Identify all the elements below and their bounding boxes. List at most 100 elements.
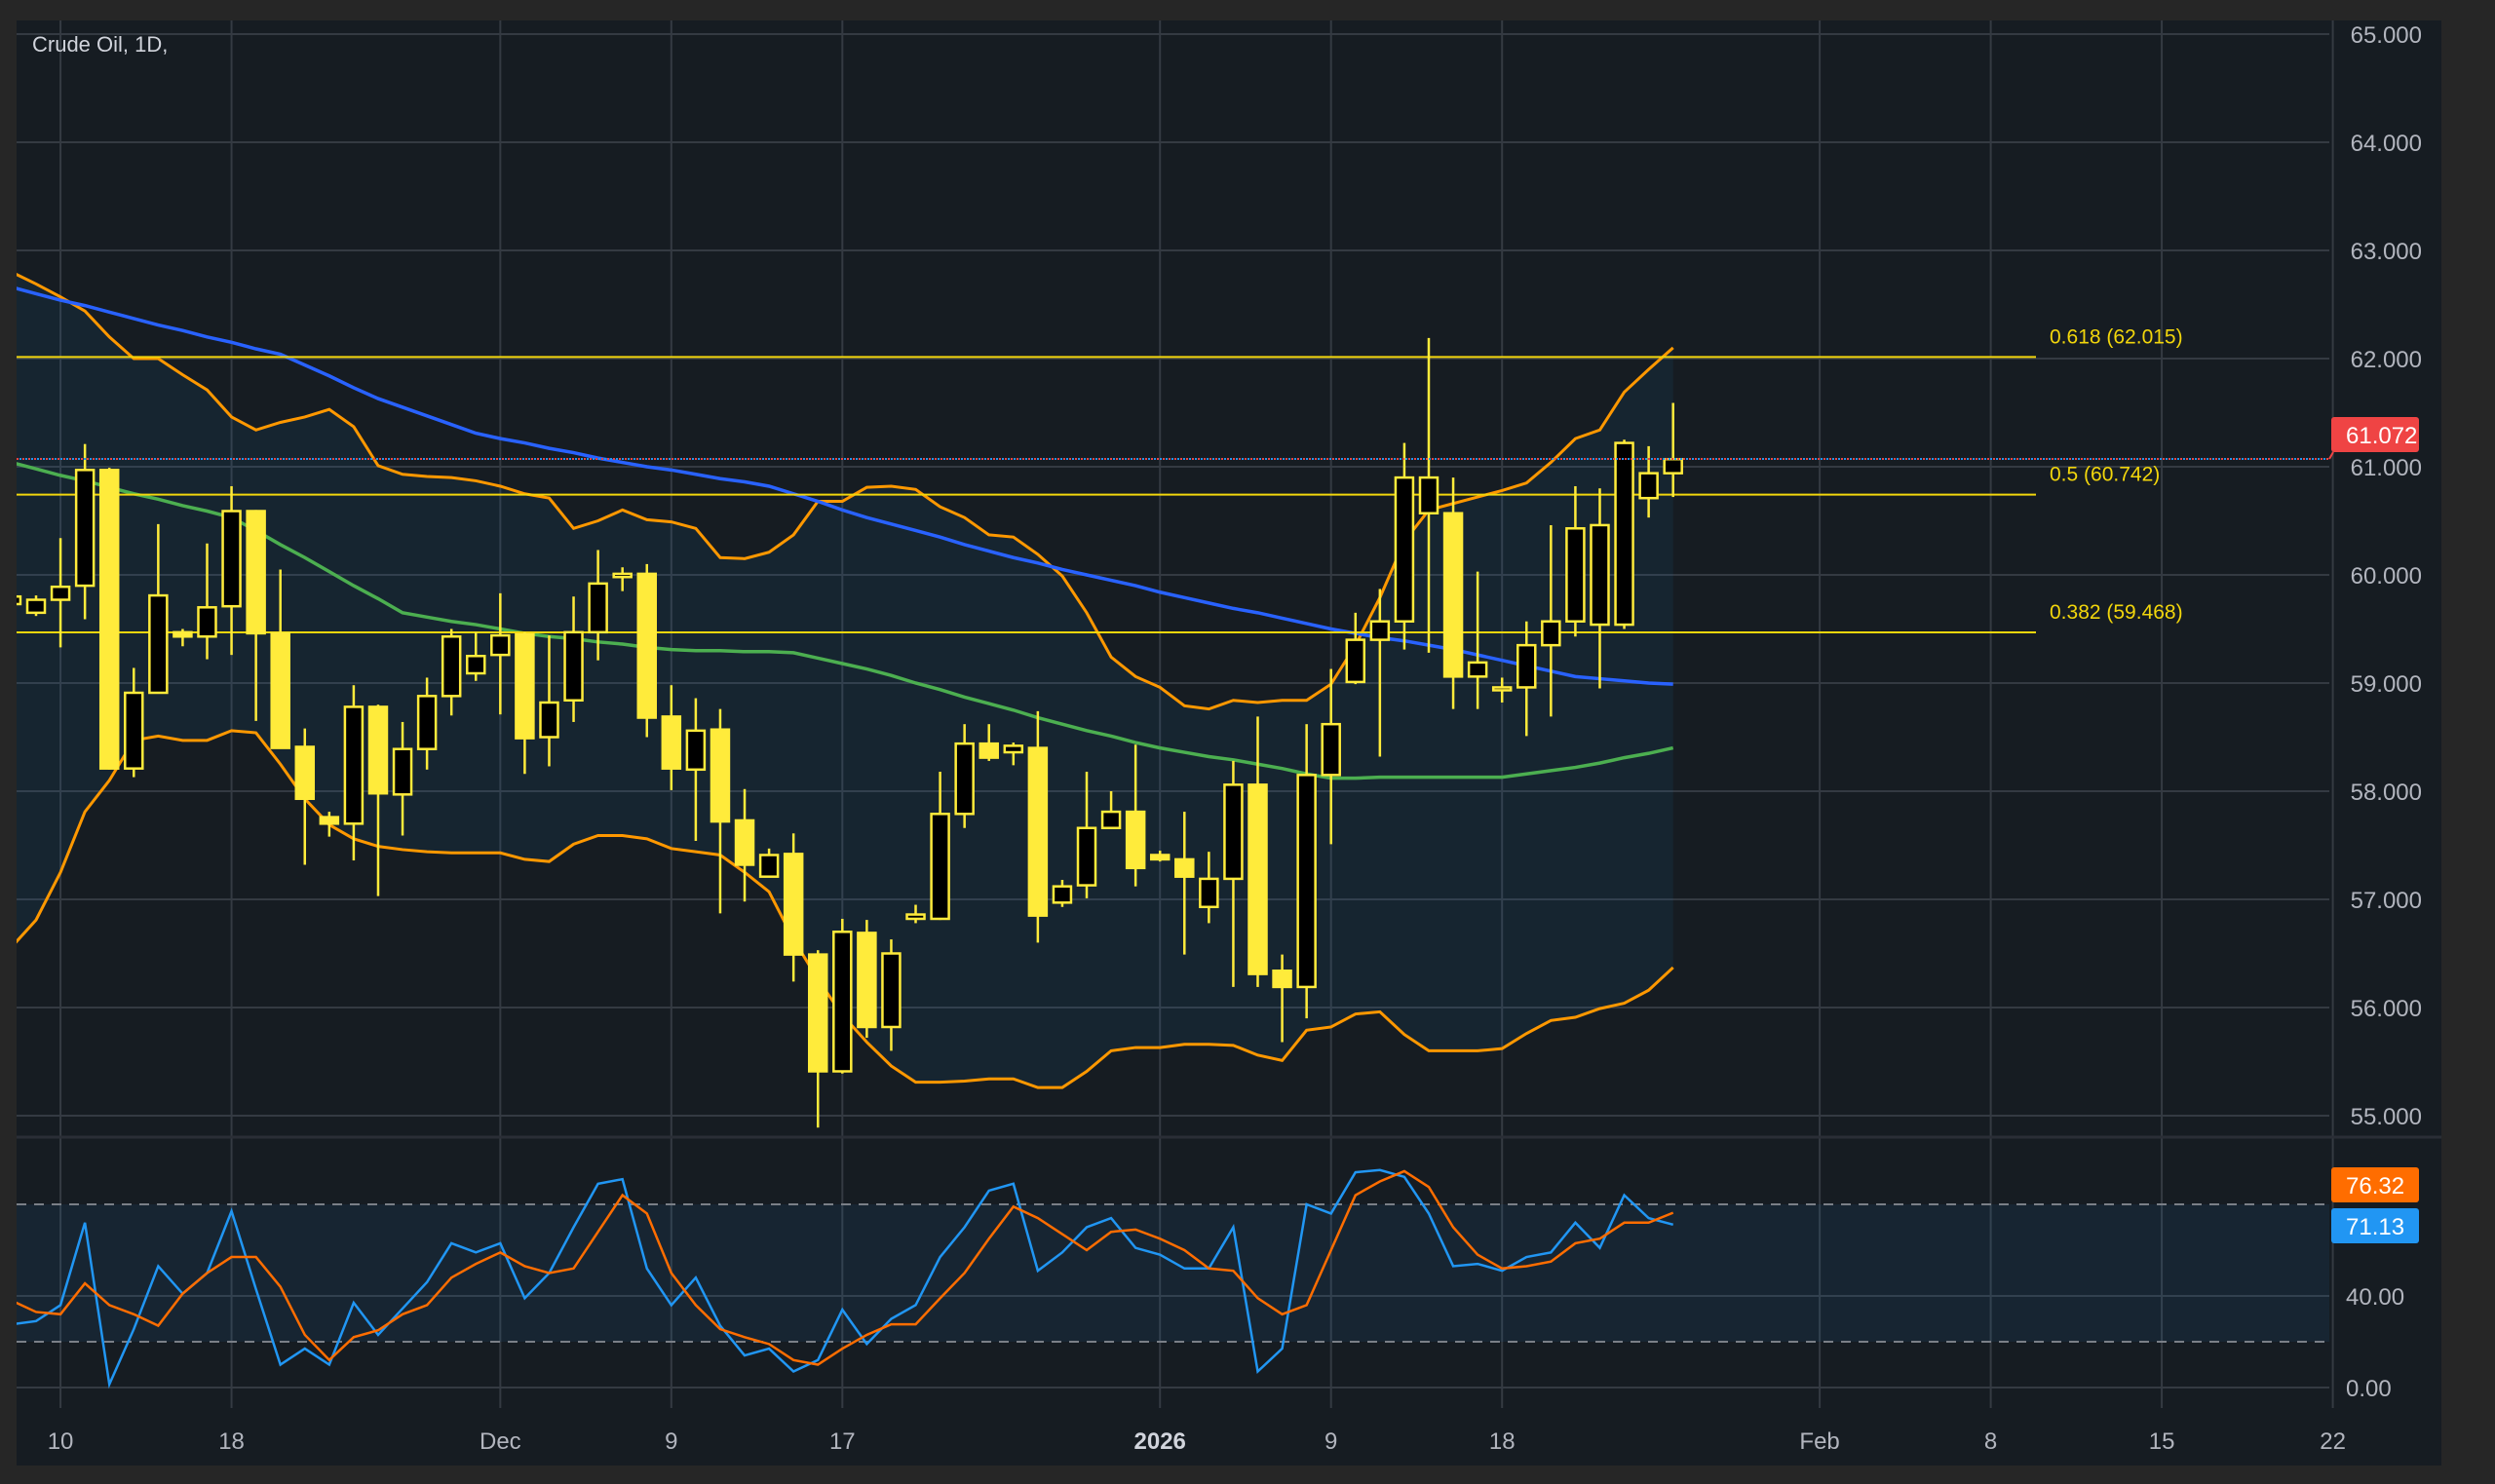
candle[interactable] <box>685 698 707 842</box>
candle[interactable] <box>1027 710 1049 943</box>
candle[interactable] <box>930 772 950 921</box>
oscillator-band-fill <box>17 1204 2329 1342</box>
candle[interactable] <box>1491 677 1513 703</box>
candle-body-up <box>416 695 438 750</box>
candle[interactable] <box>636 563 657 738</box>
candle[interactable] <box>74 443 96 620</box>
candle-body-up <box>1100 810 1122 829</box>
candle[interactable] <box>1467 571 1488 709</box>
candle[interactable] <box>905 904 926 924</box>
candle[interactable] <box>807 950 828 1128</box>
candle[interactable] <box>25 595 47 617</box>
candle[interactable] <box>1321 668 1341 845</box>
candle[interactable] <box>979 724 999 761</box>
candle[interactable] <box>1248 716 1268 987</box>
candle-body-up <box>1663 457 1683 475</box>
candle-body-up <box>392 747 413 796</box>
candle[interactable] <box>588 550 608 661</box>
candle[interactable] <box>490 592 511 715</box>
candle-body-down <box>661 715 682 770</box>
fibonacci-retracement[interactable]: 0.618 (62.015) 0.5 (60.742) 0.382 (59.468) <box>17 325 2183 634</box>
oscillator-pane[interactable] <box>12 1168 2329 1389</box>
candle[interactable] <box>1100 791 1122 829</box>
candle[interactable] <box>539 635 559 767</box>
candle[interactable] <box>441 628 462 716</box>
candle[interactable] <box>881 939 902 1051</box>
candle[interactable] <box>98 468 120 770</box>
price-axis-label: 61.000 <box>2351 455 2422 481</box>
candle[interactable] <box>1369 589 1391 757</box>
candle[interactable] <box>1296 724 1317 1019</box>
candle[interactable] <box>1125 744 1146 887</box>
price-axis-label: 63.000 <box>2351 239 2422 265</box>
fib-level-label: 0.382 (59.468) <box>2050 601 2183 624</box>
candlestick-series[interactable] <box>3 337 1683 1128</box>
candle[interactable] <box>294 728 316 865</box>
candle-body-down <box>246 510 266 635</box>
candle[interactable] <box>1272 954 1292 1043</box>
candle[interactable] <box>1003 742 1024 766</box>
candle[interactable] <box>710 708 731 914</box>
candle[interactable] <box>197 543 217 660</box>
candle[interactable] <box>734 788 755 902</box>
candle[interactable] <box>1442 477 1464 709</box>
candle[interactable] <box>466 631 486 681</box>
candle[interactable] <box>515 631 535 775</box>
candle[interactable] <box>661 685 682 790</box>
candle-body-up <box>588 582 608 634</box>
candle[interactable] <box>783 833 804 982</box>
price-axis-label: 64.000 <box>2351 131 2422 157</box>
candle[interactable] <box>1418 337 1439 653</box>
candle[interactable] <box>392 721 413 836</box>
candle[interactable] <box>954 724 975 828</box>
candle[interactable] <box>173 628 193 647</box>
candle[interactable] <box>246 510 266 721</box>
price-axis-label: 56.000 <box>2351 996 2422 1022</box>
candle[interactable] <box>1516 621 1537 737</box>
candle-body-up <box>1199 877 1219 909</box>
candle[interactable] <box>1541 524 1561 717</box>
candle[interactable] <box>1149 851 1171 862</box>
candle-body-down <box>857 932 877 1029</box>
fib-level-label: 0.5 (60.742) <box>2050 464 2160 486</box>
price-axis-label: 57.000 <box>2351 888 2422 914</box>
candle[interactable] <box>1052 880 1073 907</box>
candle[interactable] <box>3 594 22 607</box>
candle[interactable] <box>1663 402 1683 498</box>
candle-body-up <box>1516 643 1537 689</box>
candle-body-up <box>1052 885 1073 904</box>
candle[interactable] <box>270 569 290 749</box>
candle[interactable] <box>1614 439 1634 629</box>
candle[interactable] <box>563 596 584 722</box>
candle[interactable] <box>1076 772 1097 898</box>
candle-body-down <box>636 572 657 719</box>
candle[interactable] <box>857 920 877 1039</box>
candle[interactable] <box>1174 812 1195 955</box>
candle[interactable] <box>416 677 438 770</box>
candle[interactable] <box>124 667 144 778</box>
candle[interactable] <box>1394 442 1415 650</box>
candle[interactable] <box>1199 852 1219 924</box>
candle[interactable] <box>367 704 389 896</box>
candle[interactable] <box>50 538 71 648</box>
last-price-badge-text: 61.072 <box>2346 423 2417 449</box>
candle[interactable] <box>319 812 340 837</box>
candle-body-down <box>807 953 828 1073</box>
candle[interactable] <box>1345 612 1366 685</box>
last-price-badge <box>2331 417 2419 453</box>
candle[interactable] <box>832 918 853 1074</box>
candle-body-up <box>881 952 902 1029</box>
candle[interactable] <box>221 485 242 656</box>
candle[interactable] <box>1590 488 1610 689</box>
candle-body-down <box>1272 970 1292 989</box>
time-axis-label: 18 <box>1489 1428 1516 1455</box>
candle[interactable] <box>148 523 169 695</box>
time-axis-label: 17 <box>829 1428 856 1455</box>
candle[interactable] <box>612 567 633 591</box>
candle[interactable] <box>758 848 780 878</box>
candle[interactable] <box>343 685 365 861</box>
candle[interactable] <box>1223 760 1244 987</box>
candle[interactable] <box>1565 485 1586 637</box>
oscillator-d-line <box>17 1169 1674 1366</box>
